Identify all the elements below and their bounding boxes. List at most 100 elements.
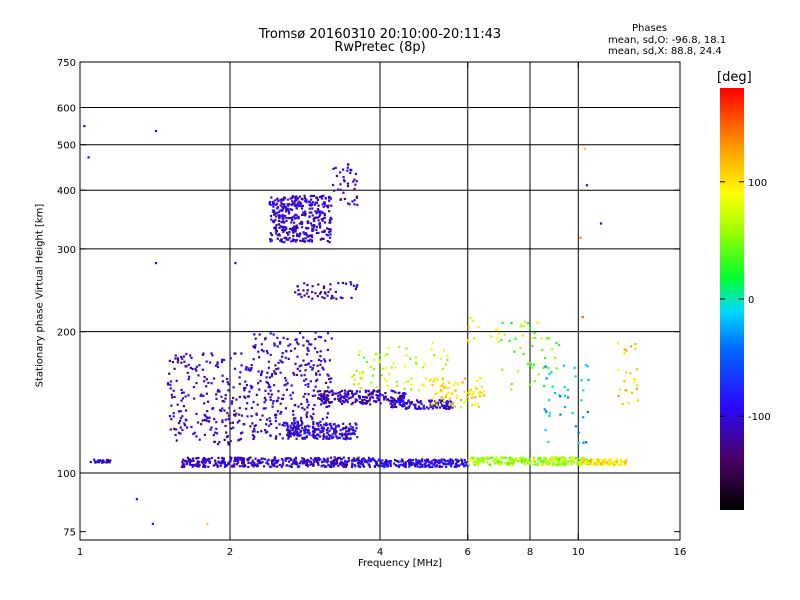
echo-point xyxy=(558,459,561,462)
echo-point xyxy=(329,233,332,236)
echo-point xyxy=(297,293,300,296)
echo-point xyxy=(250,367,253,370)
echo-point xyxy=(214,459,217,462)
echo-point xyxy=(295,341,299,344)
echo-point xyxy=(335,297,338,300)
echo-point xyxy=(296,355,299,358)
echo-point xyxy=(306,220,309,223)
echo-point xyxy=(184,409,188,412)
echo-point xyxy=(321,396,324,399)
echo-point xyxy=(314,458,317,461)
echo-point xyxy=(434,404,437,407)
echo-point xyxy=(452,401,455,405)
echo-point xyxy=(174,433,177,437)
echo-point xyxy=(367,390,370,393)
echo-point xyxy=(270,196,273,199)
echo-point xyxy=(463,377,467,380)
echo-point xyxy=(330,217,333,221)
echo-point xyxy=(291,228,294,231)
echo-point xyxy=(405,347,408,350)
echo-point xyxy=(291,432,295,436)
echo-point xyxy=(322,392,326,396)
echo-point xyxy=(215,397,218,400)
echo-point xyxy=(320,465,323,468)
echo-point xyxy=(482,461,485,464)
echo-point xyxy=(259,418,262,421)
echo-point xyxy=(545,457,548,460)
echo-point xyxy=(403,462,406,465)
echo-point xyxy=(343,389,347,392)
echo-point xyxy=(501,368,504,371)
echo-point xyxy=(367,456,371,459)
colorbar-tick-label: -100 xyxy=(748,412,771,423)
x-tick-label: 6 xyxy=(465,547,471,558)
echo-point xyxy=(364,396,367,399)
echo-point xyxy=(293,347,297,350)
echo-point xyxy=(344,394,347,397)
echo-point xyxy=(272,333,275,336)
echo-point xyxy=(326,405,329,408)
echo-point xyxy=(330,204,333,207)
echo-point xyxy=(453,405,456,408)
echo-point xyxy=(257,370,260,373)
echo-point xyxy=(276,237,279,240)
echo-point xyxy=(315,201,319,204)
echo-point xyxy=(414,465,417,468)
echo-point xyxy=(431,461,434,464)
echo-point xyxy=(321,230,324,233)
echo-point xyxy=(347,459,351,462)
echo-point xyxy=(294,240,297,243)
echo-point xyxy=(352,284,356,287)
echo-point xyxy=(356,399,359,402)
echo-point xyxy=(294,338,297,341)
echo-point xyxy=(465,462,468,465)
echo-point xyxy=(340,389,344,392)
echo-point xyxy=(343,392,346,395)
echo-point xyxy=(264,399,267,402)
echo-point xyxy=(347,397,350,400)
echo-point xyxy=(235,463,239,466)
echo-point xyxy=(233,465,236,468)
echo-point xyxy=(556,463,559,466)
echo-point xyxy=(186,456,189,459)
echo-point xyxy=(624,461,627,464)
echo-point xyxy=(221,380,224,383)
echo-point xyxy=(582,456,585,459)
echo-point xyxy=(596,458,599,461)
echo-point xyxy=(246,458,249,461)
echo-point xyxy=(246,415,249,418)
echo-point xyxy=(328,199,331,202)
echo-point xyxy=(503,462,506,465)
echo-point xyxy=(311,434,314,437)
echo-point xyxy=(432,463,435,467)
echo-point xyxy=(304,237,307,240)
echo-point xyxy=(311,297,314,300)
echo-point xyxy=(322,426,325,429)
echo-point xyxy=(223,438,226,441)
echo-point xyxy=(383,398,386,401)
echo-point xyxy=(357,463,360,466)
echo-point xyxy=(302,359,305,362)
echo-point xyxy=(438,399,441,402)
echo-point xyxy=(348,437,351,440)
echo-point xyxy=(427,407,430,410)
echo-point xyxy=(307,393,310,396)
echo-point xyxy=(319,363,322,366)
echo-point xyxy=(224,397,227,400)
echo-point xyxy=(206,522,209,525)
echo-point xyxy=(299,239,302,242)
echo-point xyxy=(543,458,546,461)
echo-point xyxy=(451,406,454,409)
echo-point xyxy=(332,459,335,462)
echo-point xyxy=(346,395,349,398)
echo-point xyxy=(303,282,306,285)
echo-point xyxy=(182,465,186,469)
echo-point xyxy=(332,167,335,170)
echo-point xyxy=(102,459,105,462)
echo-point xyxy=(93,458,96,461)
echo-point xyxy=(463,401,466,404)
echo-point xyxy=(247,367,250,370)
echo-point xyxy=(290,463,293,466)
echo-point xyxy=(373,358,376,361)
echo-point xyxy=(221,358,224,361)
